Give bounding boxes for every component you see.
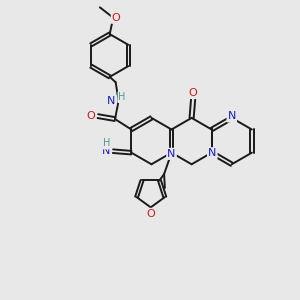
Text: O: O — [146, 209, 155, 219]
Text: N: N — [102, 146, 111, 156]
Text: O: O — [189, 88, 197, 98]
Text: H: H — [118, 92, 126, 102]
Text: O: O — [112, 13, 121, 23]
Text: O: O — [87, 111, 95, 121]
Text: N: N — [107, 96, 116, 106]
Text: H: H — [103, 139, 110, 148]
Text: N: N — [208, 148, 217, 158]
Text: N: N — [167, 149, 176, 159]
Text: N: N — [228, 111, 236, 122]
